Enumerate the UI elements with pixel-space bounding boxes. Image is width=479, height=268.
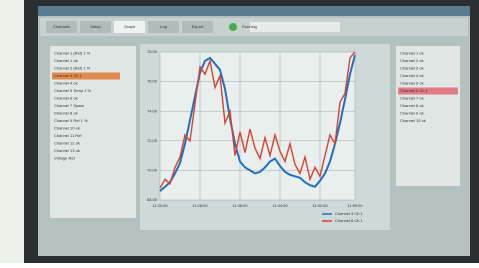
x-tick-label: 11:20:00 [152, 203, 168, 208]
list-item[interactable]: Channel 1 ok [400, 51, 424, 56]
y-tick-label: 74.00 [147, 108, 158, 113]
list-item[interactable]: Voltage Ref [54, 156, 76, 161]
list-item[interactable]: Channel 2 ok [400, 58, 424, 63]
list-item[interactable]: Channel 3 ok [400, 66, 424, 71]
list-item[interactable]: Channel 6 Ch 1 [400, 88, 429, 93]
tab-label: Channels [53, 24, 70, 29]
list-item[interactable]: Channel 1 (Ref) 1 % [54, 51, 91, 56]
list-item[interactable]: Channel 7 ok [400, 96, 424, 101]
list-item[interactable]: Channel 11 Ref [54, 133, 82, 138]
list-item[interactable]: Channel 8 ok [400, 103, 424, 108]
y-tick-label: 72.00 [147, 138, 158, 143]
list-item[interactable]: Channel 2 (Ref) 1 % [54, 66, 91, 71]
list-item[interactable]: Channel 5 Temp 1 % [54, 88, 92, 93]
status-light [229, 23, 237, 31]
list-item[interactable]: Channel 7 Spare [54, 103, 85, 108]
y-tick-label: 70.00 [147, 167, 158, 172]
legend-label: Channel 3 Ch 1 [335, 211, 364, 216]
list-item[interactable]: Channel 1 ok [54, 58, 78, 63]
list-item[interactable]: Channel 3 Ch 1 [54, 73, 83, 78]
list-item[interactable]: Channel 8 ok [54, 111, 78, 116]
x-tick-label: 11:52:00 [312, 203, 328, 208]
status-box [250, 22, 340, 32]
list-item[interactable]: Channel 10 ok [54, 126, 80, 131]
list-item[interactable]: Channel 4 ok [54, 81, 78, 86]
tab-label: Setup [90, 24, 101, 29]
list-item[interactable]: Channel 10 ok [400, 118, 426, 123]
list-item[interactable]: Channel 4 ok [400, 73, 424, 78]
x-tick-label: 11:44:00 [272, 203, 288, 208]
status-text: Running [242, 24, 257, 29]
list-item[interactable]: Channel 13 ok [54, 148, 80, 153]
x-tick-label: 11:59:00 [347, 203, 363, 208]
screen-photo: Running Channels Setup Graph Log Export Chann… [0, 0, 479, 263]
x-tick-label: 11:28:00 [192, 203, 208, 208]
list-item[interactable]: Channel 9 ok [400, 111, 424, 116]
list-item[interactable]: Channel 6 ok [54, 96, 78, 101]
tab-label: Graph [124, 24, 135, 29]
tab-label: Log [160, 24, 167, 29]
y-tick-label: 76.00 [147, 79, 158, 84]
y-tick-label: 78.00 [147, 49, 158, 54]
y-tick-label: 68.00 [147, 197, 158, 202]
title-bar [38, 6, 470, 16]
page: Running Channels Setup Graph Log Export Chann… [0, 0, 479, 268]
left-panel [50, 46, 136, 218]
x-tick-label: 11:36:00 [232, 203, 248, 208]
list-item[interactable]: Channel 12 ok [54, 141, 80, 146]
legend-label: Channel 6 Ch 1 [335, 218, 364, 223]
list-item[interactable]: Channel 5 ok [400, 81, 424, 86]
tab-label: Export [192, 24, 204, 29]
wall [0, 0, 24, 263]
list-item[interactable]: Channel 9 Ref 1 % [54, 118, 88, 123]
